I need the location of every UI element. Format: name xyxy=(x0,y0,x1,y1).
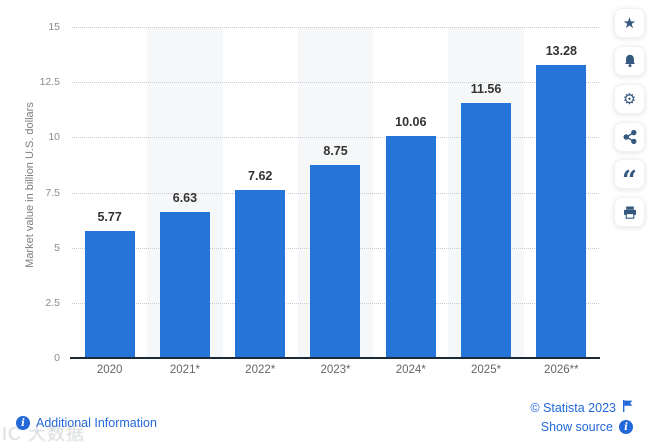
bar-cell: 10.06 xyxy=(373,27,448,358)
show-source-link[interactable]: Show source i xyxy=(541,420,633,434)
notification-button[interactable] xyxy=(614,46,645,76)
bar-layer: 5.77 6.63 7.62 8.75 10.06 11.56 13.28 xyxy=(72,27,599,358)
settings-button[interactable]: ⚙ xyxy=(614,84,645,114)
gear-icon: ⚙ xyxy=(622,89,637,108)
additional-information-label: Additional Information xyxy=(36,416,157,430)
x-axis-labels: 2020 2021* 2022* 2023* 2024* 2025* 2026** xyxy=(72,364,599,376)
x-tick-label: 2024* xyxy=(395,364,426,376)
y-tick-label: 5 xyxy=(54,241,60,254)
bar-2021*[interactable] xyxy=(159,211,210,358)
bar-2026**[interactable] xyxy=(536,65,587,358)
bar-cell: 8.75 xyxy=(298,27,373,358)
printer-icon xyxy=(623,206,637,219)
y-tick-label: 12.5 xyxy=(39,76,60,89)
source-info-icon: i xyxy=(619,420,633,434)
bar-cell: 7.62 xyxy=(223,27,298,358)
bar-cell: 11.56 xyxy=(448,27,523,358)
bar-value-label: 11.56 xyxy=(470,81,502,96)
share-button[interactable] xyxy=(614,122,645,152)
star-icon: ★ xyxy=(622,13,637,32)
y-tick-label: 2.5 xyxy=(45,296,60,309)
show-source-label: Show source xyxy=(540,420,613,434)
bar-value-label: 6.63 xyxy=(172,190,198,205)
bar-2025*[interactable] xyxy=(461,102,512,358)
copyright-text: © Statista 2023 xyxy=(530,400,616,415)
y-tick-label: 7.5 xyxy=(45,186,60,199)
gridline xyxy=(72,27,599,28)
bar-value-label: 13.28 xyxy=(545,44,577,58)
copyright-note: © Statista 2023 xyxy=(530,400,633,415)
cite-button[interactable]: “ xyxy=(614,159,645,194)
additional-information-link[interactable]: i Additional Information xyxy=(16,416,157,430)
bar-value-label: 8.75 xyxy=(323,143,348,158)
chart-canvas: Market value in billion U.S. dollars 5.7… xyxy=(24,21,600,376)
gridline xyxy=(72,137,599,139)
x-tick-label: 2021* xyxy=(169,364,200,376)
bar-2024*[interactable] xyxy=(385,136,436,358)
x-tick-label: 2023* xyxy=(320,364,351,376)
y-tick-label: 15 xyxy=(48,21,60,33)
bar-value-label: 5.77 xyxy=(97,209,122,224)
y-tick-label: 10 xyxy=(48,131,60,144)
bar-cell: 6.63 xyxy=(147,27,222,358)
bar-2020[interactable] xyxy=(84,230,135,358)
x-axis-line xyxy=(70,357,600,359)
plot-area: 5.77 6.63 7.62 8.75 10.06 11.56 13.28 xyxy=(72,27,599,358)
x-tick-label: 2020 xyxy=(96,364,123,376)
flag-icon[interactable] xyxy=(622,400,633,415)
gridline xyxy=(72,82,599,84)
y-tick-label: 0 xyxy=(54,352,60,364)
bar-value-label: 10.06 xyxy=(395,115,427,129)
print-button[interactable] xyxy=(614,197,645,227)
bar-2023*[interactable] xyxy=(310,164,361,358)
bar-cell: 13.28 xyxy=(524,27,599,358)
bell-icon xyxy=(623,54,637,68)
bar-value-label: 7.62 xyxy=(248,168,273,183)
favorite-button[interactable]: ★ xyxy=(614,8,645,38)
info-icon: i xyxy=(16,416,30,430)
bar-2022*[interactable] xyxy=(235,189,286,358)
bar-cell: 5.77 xyxy=(72,27,147,358)
x-tick-label: 2025* xyxy=(471,364,502,376)
x-tick-label: 2026** xyxy=(544,364,579,376)
x-tick-label: 2022* xyxy=(245,364,276,376)
share-icon xyxy=(623,130,637,144)
